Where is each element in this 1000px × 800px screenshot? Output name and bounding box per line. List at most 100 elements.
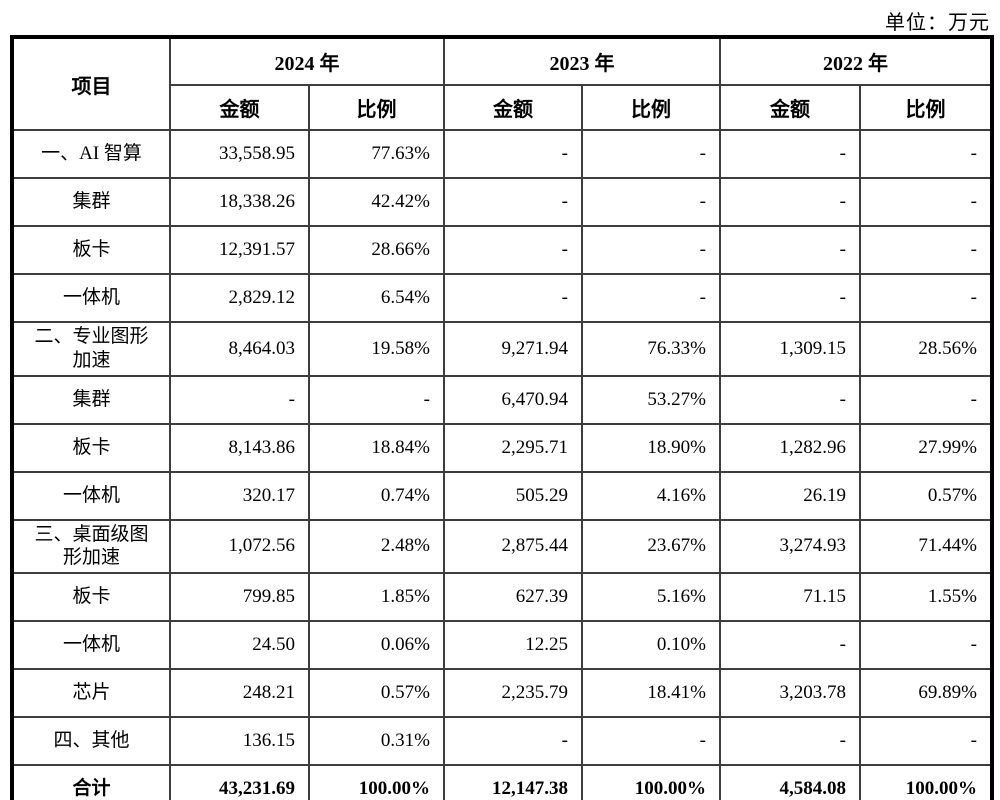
- value-cell: 0.57%: [859, 470, 993, 521]
- header-year-row: 项目 2024 年 2023 年 2022 年: [11, 36, 993, 131]
- header-ratio-2023: 比例: [581, 84, 721, 131]
- value-cell: 43,231.69: [169, 764, 310, 800]
- value-cell: 18.41%: [581, 668, 721, 718]
- value-cell: -: [308, 374, 445, 425]
- table-row: 板卡 799.85 1.85% 627.39 5.16% 71.15 1.55%: [11, 572, 993, 622]
- value-cell: 136.15: [169, 716, 310, 766]
- item-cell: 板卡: [11, 572, 171, 622]
- value-cell: 0.10%: [581, 620, 721, 670]
- value-cell: -: [719, 716, 861, 766]
- value-cell: 2.48%: [308, 518, 445, 574]
- value-cell: -: [581, 177, 721, 227]
- value-cell: 627.39: [443, 572, 583, 622]
- item-cell: 二、专业图形 加速: [11, 321, 171, 377]
- header-amount-2024: 金额: [169, 84, 310, 131]
- value-cell: 0.74%: [308, 470, 445, 521]
- table-row: 三、桌面级图 形加速 1,072.56 2.48% 2,875.44 23.67% 3,2…: [11, 518, 993, 574]
- value-cell: 12,147.38: [443, 764, 583, 800]
- item-cell: 一、AI 智算: [11, 129, 171, 179]
- table-row: 一体机 24.50 0.06% 12.25 0.10% - -: [11, 620, 993, 670]
- table-row: 一、AI 智算 33,558.95 77.63% - - - -: [11, 129, 993, 179]
- header-ratio-2024: 比例: [308, 84, 445, 131]
- header-sub-row: 金额 比例 金额 比例 金额 比例: [12, 84, 993, 131]
- value-cell: 6,470.94: [443, 374, 583, 425]
- value-cell: 28.56%: [859, 321, 993, 377]
- item-cell: 三、桌面级图 形加速: [11, 518, 171, 574]
- table-row: 合计 43,231.69 100.00% 12,147.38 100.00% 4,584.…: [11, 764, 993, 800]
- value-cell: 42.42%: [308, 177, 445, 227]
- value-cell: -: [443, 177, 583, 227]
- header-ratio-2022: 比例: [859, 84, 993, 131]
- value-cell: 320.17: [169, 470, 310, 521]
- item-cell: 一体机: [11, 273, 171, 323]
- table-row: 板卡 8,143.86 18.84% 2,295.71 18.90% 1,282.96 27…: [11, 422, 993, 473]
- value-cell: 23.67%: [581, 518, 721, 574]
- header-year-2024: 2024 年: [169, 36, 445, 86]
- value-cell: 3,274.93: [719, 518, 861, 574]
- value-cell: 12.25: [443, 620, 583, 670]
- item-cell: 一体机: [11, 470, 171, 521]
- table-body: 一、AI 智算 33,558.95 77.63% - - - - 集群 18,338.26 42.…: [11, 129, 993, 800]
- revenue-breakdown-table: 项目 2024 年 2023 年 2022 年 金额 比例 金额 比例 金额 比…: [10, 35, 994, 800]
- value-cell: 77.63%: [308, 129, 445, 179]
- value-cell: -: [719, 273, 861, 323]
- value-cell: 100.00%: [308, 764, 445, 800]
- value-cell: 2,829.12: [169, 273, 310, 323]
- value-cell: -: [859, 225, 993, 275]
- value-cell: 2,875.44: [443, 518, 583, 574]
- value-cell: 0.06%: [308, 620, 445, 670]
- value-cell: 33,558.95: [169, 129, 310, 179]
- value-cell: 1,282.96: [719, 422, 861, 473]
- value-cell: -: [719, 177, 861, 227]
- value-cell: -: [581, 225, 721, 275]
- header-year-2022: 2022 年: [719, 36, 993, 86]
- value-cell: 28.66%: [308, 225, 445, 275]
- header-year-2023: 2023 年: [443, 36, 721, 86]
- value-cell: 19.58%: [308, 321, 445, 377]
- value-cell: -: [859, 177, 993, 227]
- value-cell: 71.15: [719, 572, 861, 622]
- value-cell: 71.44%: [859, 518, 993, 574]
- value-cell: -: [169, 374, 310, 425]
- item-cell: 芯片: [11, 668, 171, 718]
- table-row: 二、专业图形 加速 8,464.03 19.58% 9,271.94 76.33% 1,3…: [11, 321, 993, 377]
- value-cell: -: [443, 225, 583, 275]
- table-header: 项目 2024 年 2023 年 2022 年 金额 比例 金额 比例 金额 比…: [11, 36, 993, 131]
- item-cell: 四、其他: [11, 716, 171, 766]
- item-cell: 板卡: [11, 422, 171, 473]
- value-cell: -: [859, 716, 993, 766]
- header-amount-2023: 金额: [443, 84, 583, 131]
- value-cell: 100.00%: [581, 764, 721, 800]
- value-cell: 26.19: [719, 470, 861, 521]
- value-cell: 0.57%: [308, 668, 445, 718]
- value-cell: -: [581, 273, 721, 323]
- item-cell: 板卡: [11, 225, 171, 275]
- value-cell: 76.33%: [581, 321, 721, 377]
- value-cell: 2,235.79: [443, 668, 583, 718]
- value-cell: -: [443, 273, 583, 323]
- value-cell: 1,072.56: [169, 518, 310, 574]
- value-cell: 1.85%: [308, 572, 445, 622]
- value-cell: -: [443, 129, 583, 179]
- value-cell: 799.85: [169, 572, 310, 622]
- value-cell: 18,338.26: [169, 177, 310, 227]
- value-cell: -: [443, 716, 583, 766]
- value-cell: 8,143.86: [169, 422, 310, 473]
- value-cell: 18.84%: [308, 422, 445, 473]
- value-cell: -: [859, 129, 993, 179]
- value-cell: 505.29: [443, 470, 583, 521]
- table-row: 芯片 248.21 0.57% 2,235.79 18.41% 3,203.78 69.89…: [11, 668, 993, 718]
- value-cell: 8,464.03: [169, 321, 310, 377]
- table-row: 集群 18,338.26 42.42% - - - -: [11, 177, 993, 227]
- value-cell: -: [719, 129, 861, 179]
- value-cell: -: [719, 620, 861, 670]
- value-cell: 1,309.15: [719, 321, 861, 377]
- value-cell: -: [719, 225, 861, 275]
- value-cell: 4,584.08: [719, 764, 861, 800]
- value-cell: 3,203.78: [719, 668, 861, 718]
- value-cell: 12,391.57: [169, 225, 310, 275]
- table-row: 一体机 2,829.12 6.54% - - - -: [11, 273, 993, 323]
- value-cell: 6.54%: [308, 273, 445, 323]
- value-cell: 0.31%: [308, 716, 445, 766]
- table-row: 一体机 320.17 0.74% 505.29 4.16% 26.19 0.57%: [11, 470, 993, 521]
